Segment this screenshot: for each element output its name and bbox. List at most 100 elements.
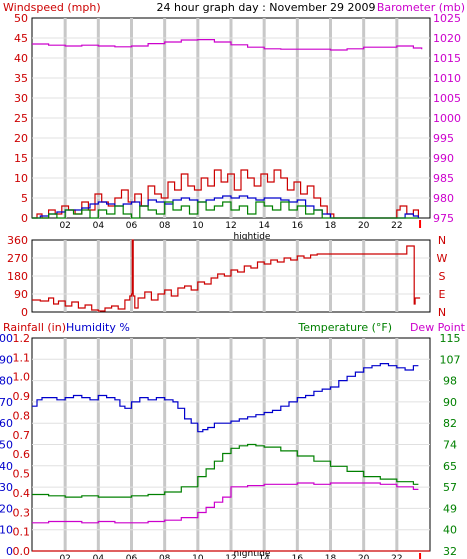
compass-tick-label: N [438, 306, 446, 319]
panel-3-x-tick-label: 16 [292, 554, 304, 559]
direction-tick-label: 270 [7, 252, 28, 265]
compass-tick-label: W [437, 252, 448, 265]
panel-1-x-tick-label: 10 [192, 221, 204, 231]
windspeed-tick-label: 50 [14, 12, 28, 25]
compass-tick-label: N [438, 234, 446, 247]
wind-minimum-line [32, 201, 419, 219]
panel-1-x-tick-label: 14 [258, 221, 270, 231]
humidity-tick-label: 100 [0, 332, 13, 345]
humidity-tick-label: 30 [0, 481, 13, 494]
windspeed-tick-label: 25 [14, 112, 28, 125]
temperature-tick-label: 98 [443, 375, 457, 388]
wind-direction-line [32, 239, 421, 312]
rainfall-tick-label: 1.2 [13, 332, 31, 345]
windspeed-tick-label: 35 [14, 72, 28, 85]
barometer-axis-label: Barometer (mb) [377, 1, 465, 14]
humidity-tick-label: 10 [0, 524, 13, 537]
windspeed-tick-label: 20 [14, 132, 28, 145]
panel-3-x-tick-label: 04 [93, 554, 105, 559]
dew-point-axis-label: Dew Point [410, 321, 466, 334]
panel-3-x-tick-label: 22 [391, 554, 402, 559]
humidity-tick-label: 40 [0, 460, 13, 473]
rainfall-tick-label: 0.3 [13, 506, 31, 519]
graph-title: 24 hour graph day : November 29 2009 [156, 1, 375, 14]
rainfall-tick-label: 0.8 [13, 409, 31, 422]
barometer-tick-label: 980 [433, 192, 454, 205]
humidity-tick-label: 60 [0, 417, 13, 430]
temperature-tick-label: 90 [443, 396, 457, 409]
hightide-label-top: hightide [234, 232, 271, 242]
humidity-tick-label: 20 [0, 502, 13, 515]
humidity-line [32, 363, 419, 433]
windspeed-axis-label: Windspeed (mph) [3, 1, 101, 14]
panel-1-x-tick-label: 20 [358, 221, 370, 231]
temperature-tick-label: 49 [443, 502, 457, 515]
barometer-tick-label: 995 [433, 132, 454, 145]
windspeed-tick-label: 45 [14, 32, 28, 45]
direction-tick-label: 360 [7, 234, 28, 247]
barometer-tick-label: 1010 [433, 72, 461, 85]
direction-tick-label: 180 [7, 270, 28, 283]
panel-1-x-tick-label: 04 [93, 221, 105, 231]
temperature-tick-label: 40 [443, 524, 457, 537]
windspeed-tick-label: 40 [14, 52, 28, 65]
dew-point-line [32, 482, 419, 524]
panel-3-x-tick-label: 06 [126, 554, 138, 559]
compass-tick-label: E [439, 288, 446, 301]
rainfall-tick-label: 0.1 [13, 526, 31, 539]
temperature-tick-label: 32 [443, 545, 457, 558]
humidity-axis-label: Humidity % [66, 321, 130, 334]
rainfall-axis-label: Rainfall (in) [3, 321, 66, 334]
barometer-tick-label: 1005 [433, 92, 461, 105]
humidity-tick-label: 50 [0, 439, 13, 452]
temperature-tick-label: 115 [440, 332, 461, 345]
temperature-tick-label: 82 [443, 417, 457, 430]
rainfall-tick-label: 0.5 [13, 468, 31, 481]
panel-1-x-tick-label: 02 [59, 221, 70, 231]
rainfall-tick-label: 1.0 [13, 371, 31, 384]
temperature-axis-label: Temperature (°F) [297, 321, 392, 334]
rainfall-tick-label: 0.7 [13, 429, 31, 442]
hightide-label-bottom: hightide [234, 549, 271, 559]
panel-1-x-tick-label: 16 [292, 221, 304, 231]
barometer-tick-label: 990 [433, 152, 454, 165]
windspeed-tick-label: 10 [14, 172, 28, 185]
humidity-tick-label: 90 [0, 353, 13, 366]
panel-3-x-tick-label: 02 [59, 554, 70, 559]
panel-1-x-tick-label: 12 [225, 221, 236, 231]
direction-tick-label: 0 [21, 306, 28, 319]
humidity-tick-label: 70 [0, 396, 13, 409]
rainfall-tick-label: 0.9 [13, 390, 31, 403]
panel-3-x-tick-label: 14 [258, 554, 270, 559]
panel-3-x-tick-label: 10 [192, 554, 204, 559]
barometer-tick-label: 985 [433, 172, 454, 185]
rainfall-tick-label: 0.6 [13, 448, 31, 461]
panel-3-x-tick-label: 12 [225, 554, 236, 559]
windspeed-tick-label: 30 [14, 92, 28, 105]
windspeed-tick-label: 5 [21, 192, 28, 205]
windspeed-tick-label: 15 [14, 152, 28, 165]
panel-3-x-tick-label: 20 [358, 554, 370, 559]
panel-1-x-tick-label: 08 [159, 221, 171, 231]
rainfall-tick-label: 0.0 [13, 545, 31, 558]
barometer-line [32, 39, 423, 51]
barometer-tick-label: 1020 [433, 32, 461, 45]
panel-1-x-tick-label: 06 [126, 221, 138, 231]
panel-1-x-tick-label: 18 [325, 221, 337, 231]
barometer-tick-label: 975 [433, 212, 454, 225]
temperature-tick-label: 57 [443, 481, 457, 494]
temperature-tick-label: 74 [443, 439, 457, 452]
temperature-line [32, 443, 419, 498]
humidity-tick-label: 80 [0, 375, 13, 388]
panel-1-x-tick-label: 22 [391, 221, 402, 231]
panel-3-x-tick-label: 18 [325, 554, 337, 559]
temperature-tick-label: 107 [440, 353, 461, 366]
humidity-tick-label: 0 [6, 545, 13, 558]
barometer-tick-label: 1015 [433, 52, 461, 65]
panel-3-x-tick-label: 08 [159, 554, 171, 559]
direction-tick-label: 90 [14, 288, 28, 301]
barometer-tick-label: 1000 [433, 112, 461, 125]
compass-tick-label: S [439, 270, 446, 283]
